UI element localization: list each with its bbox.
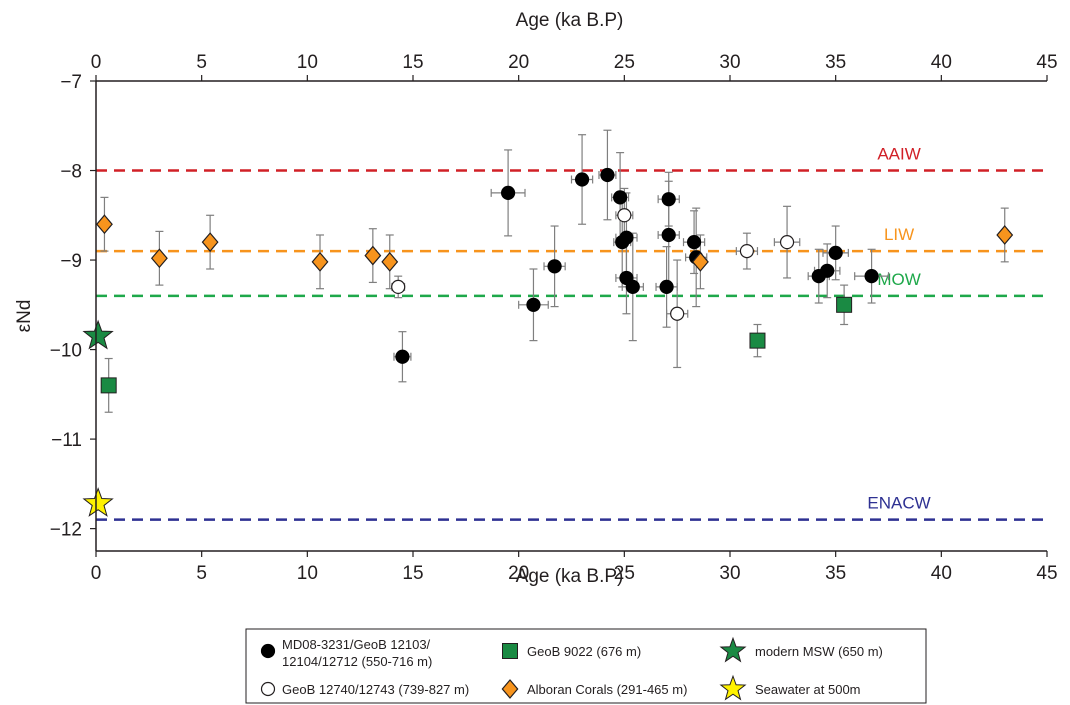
data-point-s5-p0	[82, 487, 114, 517]
x-tick-label-top: 20	[508, 52, 529, 73]
data-point-s0-p3	[547, 259, 562, 274]
data-point-s0-p1	[501, 185, 516, 201]
data-point-s4-p0	[82, 319, 114, 350]
data-point-s0-p17	[820, 263, 835, 278]
data-point-s2-p1	[749, 332, 766, 349]
data-point-s1-p1	[617, 208, 632, 223]
x-tick-label-bottom: 10	[297, 563, 318, 584]
legend-marker-4	[719, 636, 747, 663]
legend-label-5: Seawater at 500m	[755, 682, 861, 697]
data-point-s0-p11	[659, 279, 674, 295]
data-point-s1-p0	[391, 279, 406, 295]
data-point-s1-p4	[779, 235, 795, 250]
x-tick-label-bottom: 25	[614, 563, 635, 584]
x-tick-label-top: 45	[1036, 52, 1057, 73]
x-tick-label-bottom: 0	[91, 563, 102, 584]
y-tick-label: −9	[60, 251, 82, 272]
data-point-s1-p3	[739, 243, 755, 259]
legend-label-2: GeoB 9022 (676 m)	[527, 644, 641, 659]
legend-marker-0	[260, 643, 276, 659]
liw-label: LIW	[884, 225, 914, 244]
y-tick-label: −12	[50, 520, 82, 541]
x-tick-label-top: 30	[719, 52, 740, 73]
axes: 0 0 5 5 10 10 15 15 20 20 25 25 30 30 35 35 40 40 45 45 −7 −8…	[14, 10, 1058, 587]
data-point-s3-p1	[150, 248, 168, 269]
data-point-s3-p3	[311, 251, 329, 272]
plot-area: AAIW LIW MOW ENACW	[82, 129, 1047, 521]
legend-label-3: Alboran Corals (291-465 m)	[527, 682, 687, 697]
x-tick-label-bottom: 35	[825, 563, 846, 584]
x-tick-label-bottom: 20	[508, 563, 529, 584]
x-tick-label-top: 5	[196, 52, 207, 73]
data-point-s3-p0	[96, 214, 113, 235]
aaiw-label: AAIW	[877, 145, 920, 164]
x-tick-label-top: 25	[614, 52, 635, 73]
x-tick-label-bottom: 30	[719, 563, 740, 584]
data-point-s0-p8	[619, 230, 634, 245]
legend: MD08-3231/GeoB 12103/12104/12712 (550-71…	[245, 628, 927, 704]
legend-marker-3	[501, 679, 519, 699]
legend-label-0: MD08-3231/GeoB 12103/	[282, 637, 431, 652]
data-point-s3-p5	[381, 251, 399, 272]
x-tick-label-top: 40	[931, 52, 952, 73]
data-point-s2-p0	[100, 377, 117, 394]
y-tick-label: −7	[60, 72, 82, 93]
data-point-s0-p2	[526, 297, 541, 312]
data-point-s0-p13	[661, 227, 676, 243]
enacw-label: ENACW	[867, 494, 930, 513]
data-point-s3-p7	[996, 225, 1014, 245]
data-point-s0-p4	[574, 172, 590, 187]
legend-label-0: 12104/12712 (550-716 m)	[282, 654, 432, 669]
y-tick-label: −8	[60, 162, 82, 183]
x-tick-label-top: 35	[825, 52, 846, 73]
data-point-s0-p12	[661, 192, 676, 207]
legend-marker-1	[260, 681, 276, 697]
data-point-s3-p2	[201, 232, 219, 253]
x-tick-label-top: 0	[91, 52, 102, 73]
y-axis-title: εNd	[14, 300, 35, 333]
legend-label-4: modern MSW (650 m)	[755, 644, 883, 659]
data-point-s0-p14	[686, 235, 702, 250]
data-point-s0-p6	[613, 190, 628, 205]
legend-marker-5	[719, 674, 747, 701]
data-point-s2-p2	[836, 296, 853, 313]
legend-box	[245, 628, 927, 704]
data-point-s3-p4	[364, 245, 382, 266]
x-axis-title-top: Age (ka B.P)	[516, 10, 624, 31]
data-point-s0-p18	[828, 245, 843, 260]
mow-label: MOW	[877, 270, 920, 289]
y-tick-label: −11	[51, 430, 82, 451]
legend-marker-2	[502, 643, 518, 659]
data-point-s0-p0	[395, 349, 410, 364]
legend-label-1: GeoB 12740/12743 (739-827 m)	[282, 682, 469, 697]
data-point-s0-p5	[600, 167, 615, 183]
data-point-s0-p10	[625, 279, 640, 295]
x-tick-label-top: 15	[402, 52, 423, 73]
x-axis-title-bottom: Age (ka B.P)	[516, 566, 624, 587]
x-tick-label-bottom: 45	[1036, 563, 1057, 584]
data-point-s3-p6	[691, 251, 709, 272]
y-tick-label: −10	[50, 341, 82, 362]
data-point-s0-p19	[864, 269, 879, 284]
x-tick-label-bottom: 40	[931, 563, 952, 584]
data-point-s1-p2	[670, 306, 685, 321]
x-tick-label-top: 10	[297, 52, 318, 73]
x-tick-label-bottom: 5	[196, 563, 207, 584]
x-tick-label-bottom: 15	[402, 563, 423, 584]
